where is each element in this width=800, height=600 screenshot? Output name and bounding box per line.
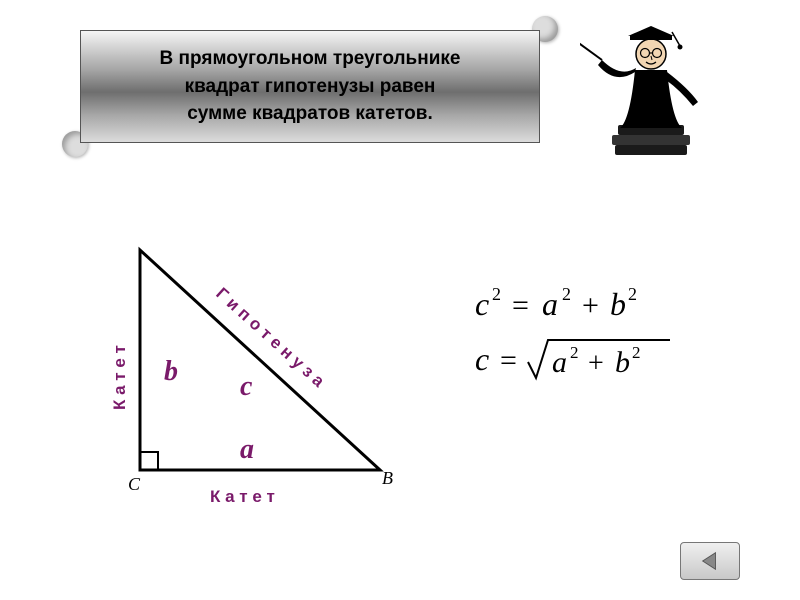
banner-line-2: квадрат гипотенузы равен bbox=[101, 73, 519, 101]
right-angle-marker bbox=[140, 452, 158, 470]
professor-illustration bbox=[580, 10, 720, 170]
vertex-c-label: C bbox=[128, 474, 141, 494]
banner-plate: В прямоугольном треугольнике квадрат гип… bbox=[80, 30, 540, 143]
pythagoras-formulas: c 2 = a 2 + b 2 c = a 2 + b 2 bbox=[470, 280, 700, 408]
eq1-a: a bbox=[542, 286, 558, 322]
vertex-b-label: B bbox=[382, 468, 393, 488]
side-a-label: a bbox=[240, 434, 254, 465]
svg-text:+: + bbox=[588, 348, 604, 379]
side-c-label: c bbox=[240, 371, 253, 402]
eq2-b-exp: 2 bbox=[632, 343, 641, 362]
right-triangle-diagram: C B b c a К а т е т К а т е т Г и п о т … bbox=[120, 230, 420, 510]
eq2-b: b bbox=[615, 346, 630, 379]
theorem-banner: В прямоугольном треугольнике квадрат гип… bbox=[80, 30, 540, 143]
svg-text:+: + bbox=[582, 289, 599, 322]
katet-vertical-label: К а т е т bbox=[110, 345, 129, 410]
svg-text:=: = bbox=[500, 344, 517, 377]
banner-line-1: В прямоугольном треугольнике bbox=[101, 45, 519, 73]
eq2-a-exp: 2 bbox=[570, 343, 579, 362]
prev-slide-button[interactable] bbox=[680, 542, 740, 580]
katet-horizontal-label: К а т е т bbox=[210, 487, 275, 506]
eq1-b-exp: 2 bbox=[628, 284, 637, 304]
eq1-b: b bbox=[610, 286, 626, 322]
eq2-a: a bbox=[552, 346, 567, 379]
eq1-a-exp: 2 bbox=[562, 284, 571, 304]
banner-line-3: сумме квадратов катетов. bbox=[101, 100, 519, 128]
hypotenuse-label: Г и п о т е н у з а bbox=[212, 284, 328, 391]
side-b-label: b bbox=[164, 356, 178, 387]
triangle-left-icon bbox=[699, 550, 721, 572]
eq1-c-exp: 2 bbox=[492, 284, 501, 304]
eq1-c: c bbox=[475, 286, 489, 322]
svg-text:=: = bbox=[512, 289, 529, 322]
eq2-c: c bbox=[475, 341, 489, 377]
